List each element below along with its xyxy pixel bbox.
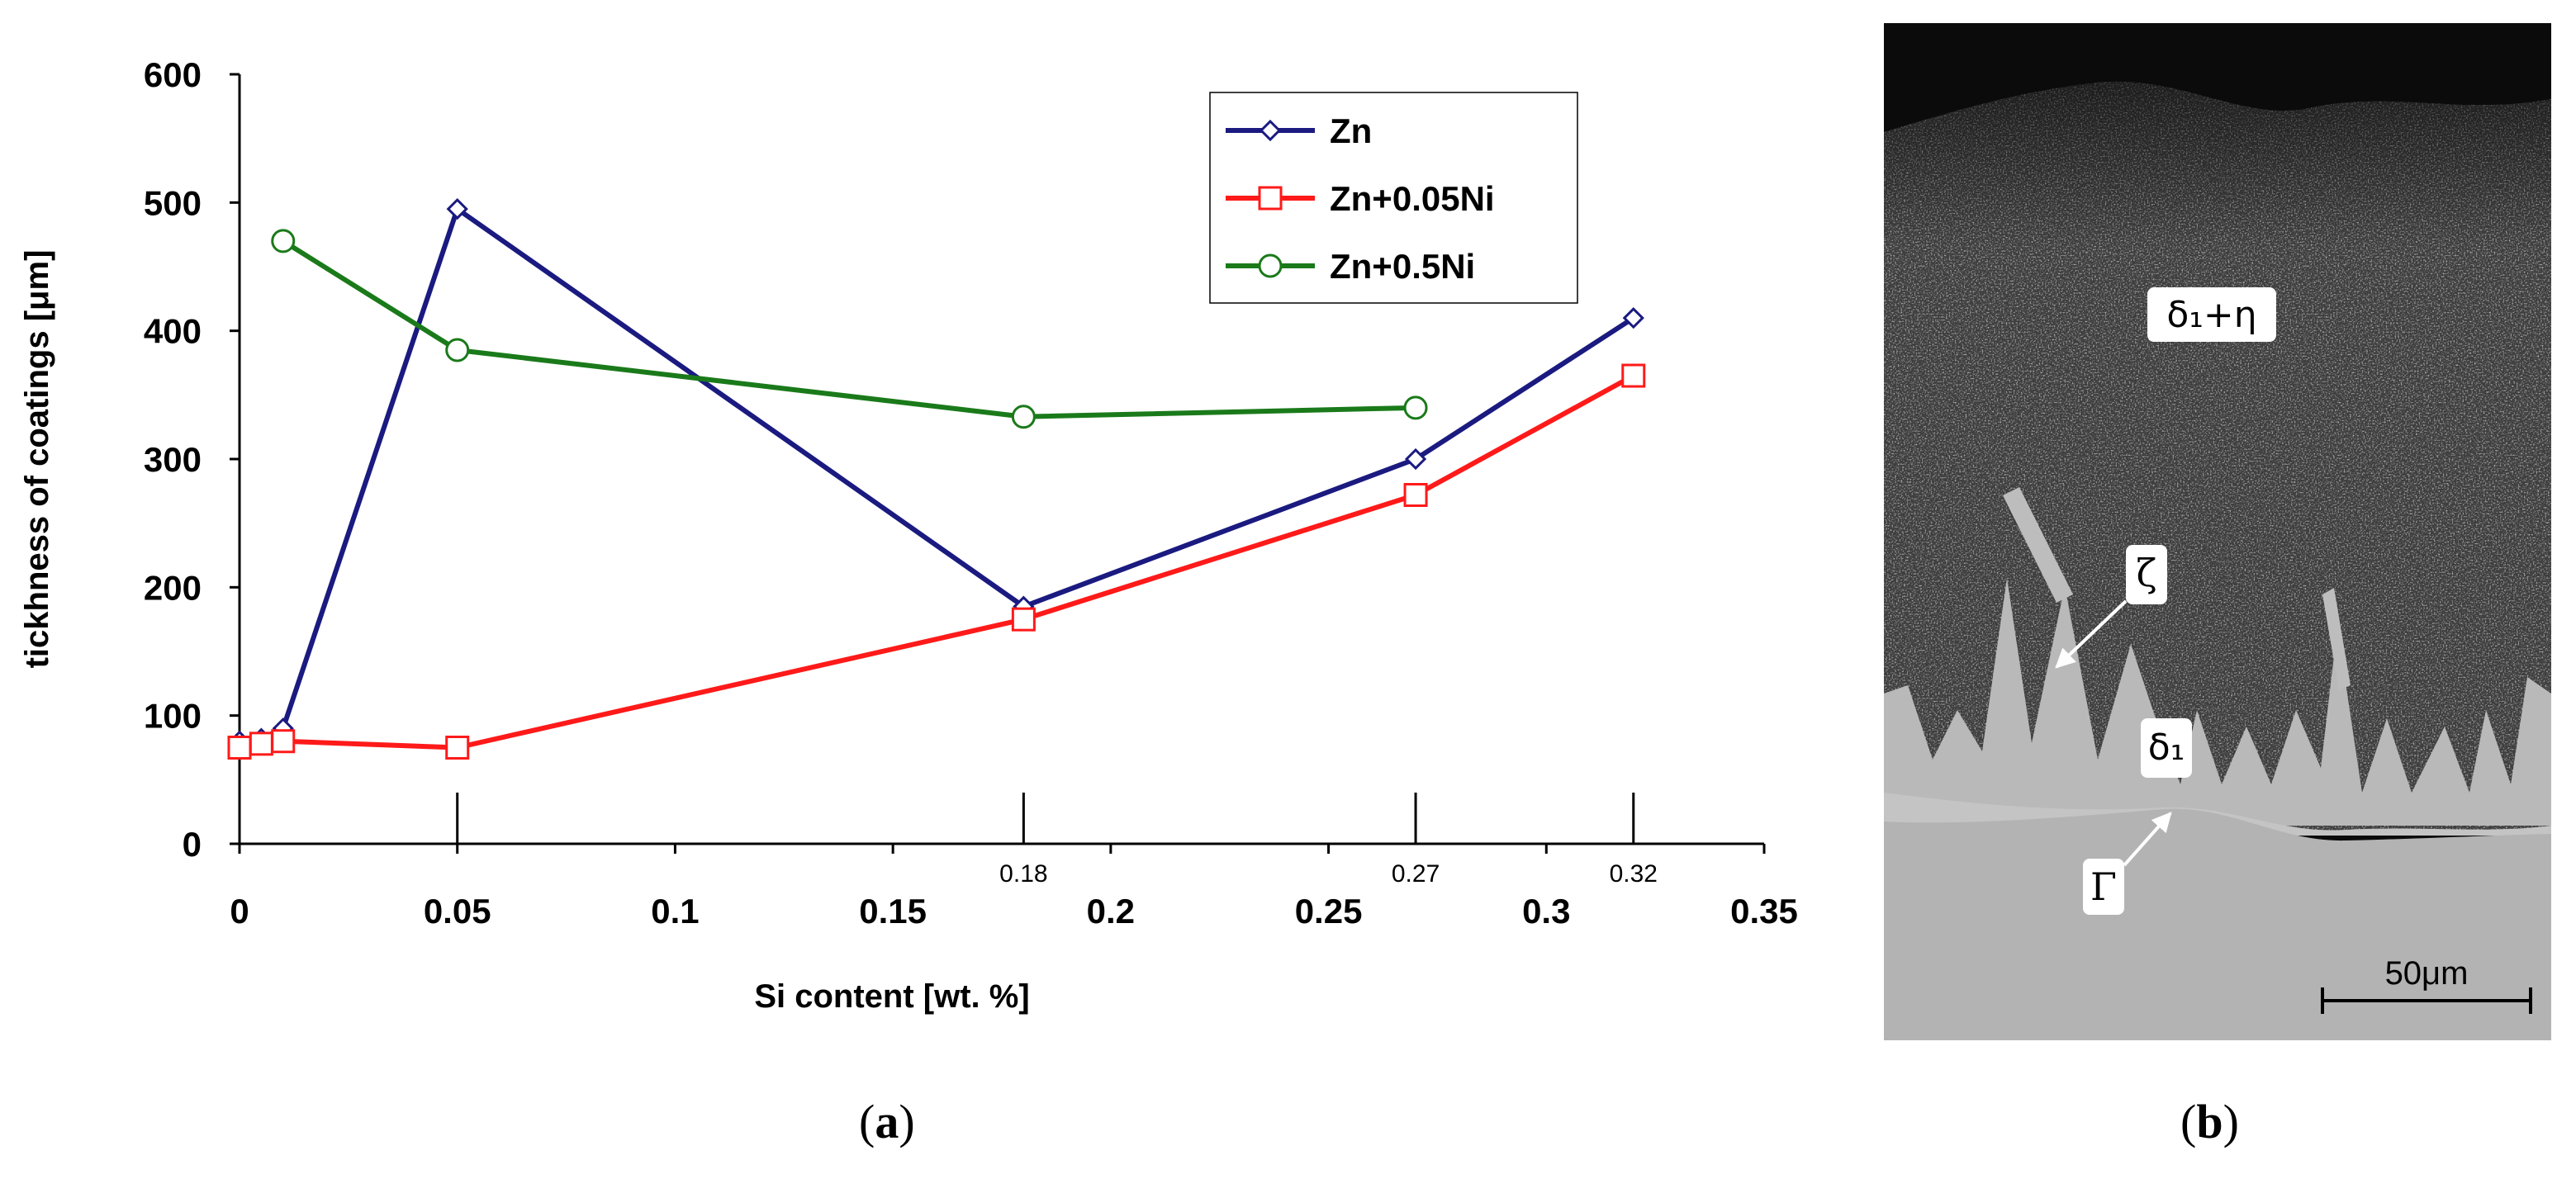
y-tick-label: 600 — [144, 55, 202, 94]
coating-texture — [1884, 81, 2551, 834]
x-axis-ticks: 0 0.05 0.1 0.15 0.2 0.25 0.3 0.35 — [230, 844, 1798, 930]
series-zn-0-05ni — [227, 363, 1646, 760]
zeta-needle-2 — [2322, 588, 2351, 690]
data-point-diamond — [446, 197, 468, 220]
series-layer — [227, 197, 1646, 760]
data-point-square — [1403, 482, 1428, 507]
data-point-diamond — [1259, 119, 1282, 142]
data-point-square — [227, 736, 252, 760]
series-line — [239, 373, 1635, 750]
y-tick-label: 400 — [144, 312, 202, 351]
label-box-zeta — [2126, 545, 2167, 604]
y-tick-label: 0 — [183, 825, 202, 864]
x-tick-label: 0.15 — [859, 892, 927, 930]
data-point-square — [1258, 186, 1283, 211]
series-zn-0-5ni — [271, 229, 1428, 429]
label-delta1-eta: δ₁+η — [2166, 294, 2256, 336]
legend-label: Zn — [1330, 111, 1372, 150]
y-tick-label: 100 — [144, 697, 202, 736]
label-zeta: ζ — [2137, 551, 2157, 595]
zeta-needle — [2003, 487, 2073, 603]
x-tick-label: 0.3 — [1522, 892, 1570, 930]
label-box-delta1 — [2141, 718, 2192, 778]
annotation-tick-label: 0.27 — [1392, 860, 1440, 888]
data-point-diamond — [1622, 307, 1644, 329]
x-tick-label: 0.05 — [424, 892, 491, 930]
data-point-circle — [1011, 405, 1036, 429]
annotation-ticks: 0.18 0.27 0.32 — [999, 860, 1658, 888]
legend: Zn Zn+0.05Ni Zn+0.5Ni — [1209, 92, 1578, 304]
gamma-arrow — [2123, 812, 2172, 867]
micrograph-image: δ₁+η ζ δ₁ Γ 50μm — [1884, 23, 2551, 1040]
data-point-square — [249, 732, 273, 756]
data-point-square — [1011, 607, 1036, 632]
x-tick-label: 0.25 — [1295, 892, 1363, 930]
label-box-delta1-eta — [2147, 287, 2276, 342]
data-point-circle — [1403, 395, 1428, 420]
label-box-gamma — [2083, 859, 2124, 915]
annotation-tick-label: 0.32 — [1610, 860, 1658, 888]
panel-label-a: (a) — [859, 1095, 915, 1148]
steel-substrate — [1884, 808, 2551, 1040]
data-point-circle — [1258, 253, 1283, 278]
annotation-tick-label: 0.18 — [999, 860, 1047, 888]
x-tick-label: 0 — [230, 892, 249, 930]
series-line — [282, 239, 1416, 419]
data-point-circle — [445, 338, 470, 362]
legend-label: Zn+0.5Ni — [1330, 247, 1475, 286]
y-axis-label: tickhness of coatings [μm] — [19, 250, 55, 669]
data-point-diamond — [1404, 447, 1427, 471]
x-tick-label: 0.35 — [1730, 892, 1798, 930]
x-tick-label: 0.2 — [1087, 892, 1135, 930]
legend-label: Zn+0.05Ni — [1330, 179, 1495, 218]
panel-label-b: (b) — [2180, 1095, 2239, 1148]
label-delta1: δ₁ — [2148, 727, 2185, 769]
reference-lines — [456, 793, 1635, 844]
y-tick-label: 200 — [144, 568, 202, 607]
y-tick-label: 300 — [144, 440, 202, 479]
x-tick-label: 0.1 — [651, 892, 699, 930]
zeta-crystals — [1884, 578, 2551, 826]
coating-fade — [1884, 81, 2551, 248]
data-point-square — [445, 736, 470, 760]
data-point-circle — [271, 229, 296, 253]
y-tick-label: 500 — [144, 183, 202, 222]
zeta-arrow — [2055, 599, 2128, 669]
scale-bar-label: 50μm — [2385, 955, 2469, 992]
data-point-square — [271, 729, 296, 754]
data-point-square — [1621, 363, 1646, 388]
x-axis-label: Si content [wt. %] — [754, 978, 1029, 1015]
y-axis-ticks: 0 100 200 300 400 500 600 — [144, 55, 240, 864]
label-gamma: Γ — [2090, 864, 2117, 909]
